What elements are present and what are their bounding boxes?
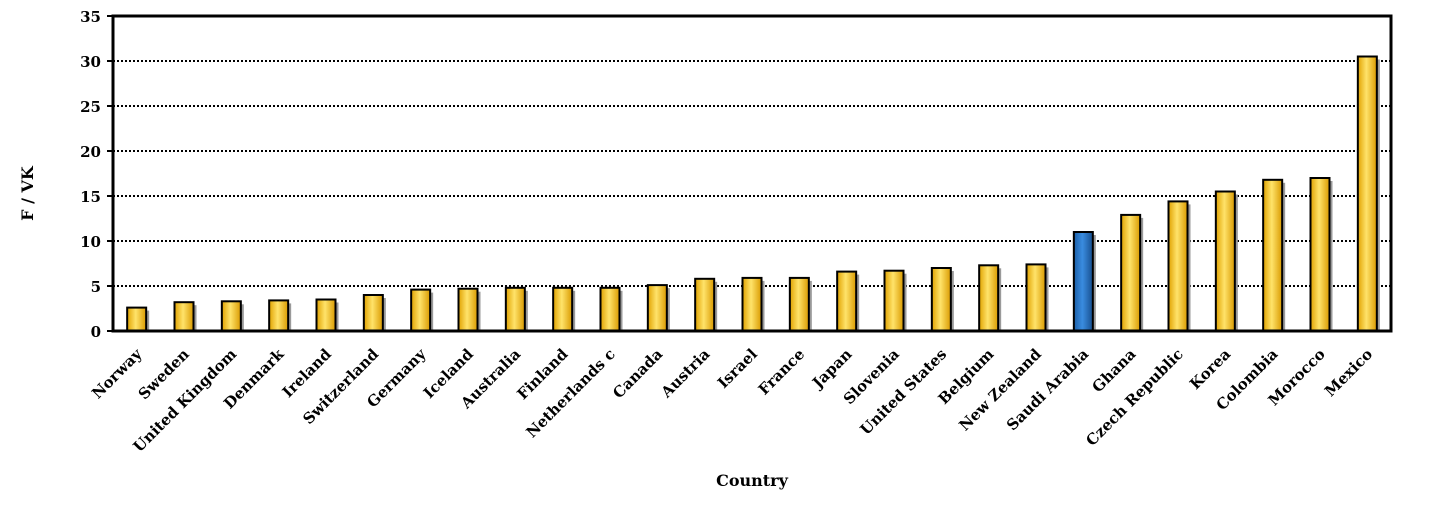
bar-netherlands-c: [599, 286, 621, 332]
x-tick-label: Netherlands c: [523, 345, 619, 441]
y-tick-label: 15: [80, 188, 101, 206]
bars: [126, 55, 1380, 333]
bar-saudi-arabia: [1072, 231, 1094, 332]
bar-ireland: [315, 298, 337, 332]
bar-united-states: [930, 267, 952, 332]
bar-france: [788, 276, 810, 332]
y-tick-label: 30: [80, 53, 101, 71]
y-tick-label: 25: [80, 98, 101, 116]
bar-australia: [504, 286, 526, 332]
bar-austria: [694, 277, 716, 332]
bar-czech-republic: [1167, 200, 1189, 332]
y-tick-label: 10: [80, 233, 101, 251]
bar-denmark: [268, 299, 290, 332]
x-tick-label: Israel: [714, 345, 761, 392]
bar-japan: [836, 270, 858, 333]
y-tick-label: 0: [91, 323, 101, 341]
y-tick-label: 5: [91, 278, 101, 296]
bar-iceland: [457, 287, 479, 333]
bar-slovenia: [883, 269, 905, 333]
x-tick-label: Mexico: [1321, 345, 1376, 400]
bar-colombia: [1262, 178, 1284, 332]
x-tick-label: United States: [857, 345, 951, 439]
bar-united-kingdom: [220, 300, 242, 332]
bar-finland: [552, 286, 574, 332]
x-tick-label: Canada: [609, 345, 666, 402]
bar-new-zealand: [1025, 263, 1047, 332]
x-tick-label: Austria: [657, 345, 714, 402]
bar-morocco: [1309, 177, 1331, 332]
bar-norway: [126, 306, 148, 333]
y-tick-label: 35: [80, 8, 101, 26]
bar-ghana: [1120, 213, 1142, 332]
bar-canada: [646, 284, 668, 333]
x-tick-label: France: [755, 345, 808, 398]
x-tick-label: New Zealand: [955, 345, 1045, 435]
gridlines: [113, 60, 1391, 287]
bar-germany: [410, 288, 432, 333]
bar-switzerland: [362, 294, 384, 332]
x-tick-label: Saudi Arabia: [1003, 345, 1092, 434]
y-axis-title: F / VK: [18, 165, 37, 221]
y-tick-label: 20: [80, 143, 101, 161]
bar-sweden: [173, 301, 195, 333]
y-tick-labels: 0 5 10 15 20 25 30 35: [80, 8, 113, 341]
plot-frame: [111, 14, 1393, 333]
bar-belgium: [978, 264, 1000, 332]
x-axis-title: Country: [716, 471, 788, 490]
bar-israel: [741, 276, 763, 332]
bar-mexico: [1356, 55, 1378, 332]
bar-korea: [1214, 190, 1236, 332]
